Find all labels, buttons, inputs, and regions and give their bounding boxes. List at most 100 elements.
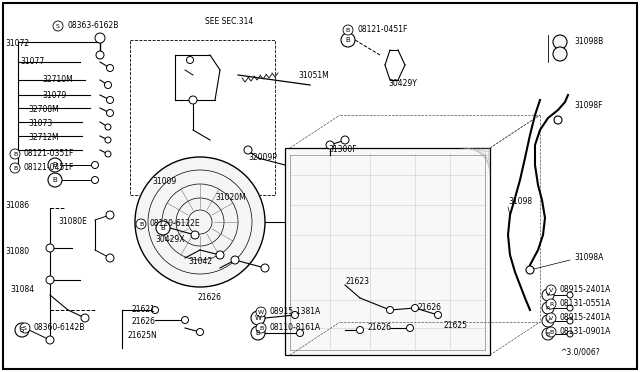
Text: 31300F: 31300F (328, 145, 356, 154)
Text: B: B (161, 225, 165, 231)
Circle shape (546, 327, 556, 337)
Text: 08915-2401A: 08915-2401A (560, 314, 611, 323)
Circle shape (567, 305, 573, 311)
Text: 31098F: 31098F (574, 100, 602, 109)
Circle shape (196, 328, 204, 336)
Text: V: V (546, 292, 550, 298)
Circle shape (542, 289, 554, 301)
Text: 31098B: 31098B (574, 38, 604, 46)
Circle shape (296, 330, 303, 337)
Text: 31072: 31072 (5, 39, 29, 48)
Circle shape (546, 299, 556, 309)
Circle shape (46, 244, 54, 252)
Circle shape (96, 51, 104, 59)
Circle shape (261, 264, 269, 272)
Circle shape (48, 158, 62, 172)
Text: 30429X: 30429X (155, 235, 184, 244)
Circle shape (256, 307, 266, 317)
Text: 08131-0551A: 08131-0551A (560, 299, 611, 308)
Circle shape (106, 109, 113, 116)
Circle shape (526, 266, 534, 274)
Text: B: B (549, 330, 553, 334)
Text: 32708M: 32708M (28, 106, 59, 115)
Text: 31073: 31073 (28, 119, 52, 128)
Circle shape (152, 307, 159, 314)
Text: 08131-0901A: 08131-0901A (560, 327, 611, 337)
Circle shape (542, 315, 554, 327)
Circle shape (231, 256, 239, 264)
Text: S: S (56, 23, 60, 29)
FancyBboxPatch shape (285, 148, 490, 355)
Text: 08110-8161A: 08110-8161A (270, 324, 321, 333)
Circle shape (92, 176, 99, 183)
Circle shape (567, 318, 573, 324)
Text: 21626: 21626 (418, 304, 442, 312)
Circle shape (189, 96, 197, 104)
Circle shape (20, 323, 30, 333)
Circle shape (251, 326, 265, 340)
Text: B: B (139, 221, 143, 227)
Circle shape (105, 137, 111, 143)
Circle shape (553, 47, 567, 61)
Circle shape (48, 173, 62, 187)
Text: 21626: 21626 (197, 294, 221, 302)
Circle shape (244, 146, 252, 154)
Text: 32710M: 32710M (42, 76, 73, 84)
Circle shape (106, 96, 113, 103)
Circle shape (156, 221, 170, 235)
Circle shape (81, 314, 89, 322)
Text: V: V (549, 315, 553, 321)
Text: 32712M: 32712M (28, 134, 59, 142)
Circle shape (191, 231, 199, 239)
Text: 31098A: 31098A (574, 253, 604, 263)
Text: S: S (23, 326, 27, 330)
Text: 21623: 21623 (346, 278, 370, 286)
Circle shape (15, 323, 29, 337)
Circle shape (542, 302, 554, 314)
Text: B: B (13, 151, 17, 157)
Text: 08121-0451F: 08121-0451F (24, 164, 74, 173)
Text: 21625: 21625 (443, 321, 467, 330)
Text: 32009P: 32009P (248, 154, 277, 163)
Circle shape (343, 25, 353, 35)
Text: 31020M: 31020M (215, 193, 246, 202)
Text: 21625N: 21625N (128, 331, 157, 340)
Text: B: B (259, 326, 263, 330)
Circle shape (387, 307, 394, 314)
Text: 21621: 21621 (132, 305, 156, 314)
Circle shape (10, 163, 20, 173)
Text: 08121-0351F: 08121-0351F (24, 150, 74, 158)
Text: W: W (258, 310, 264, 314)
Text: 31084: 31084 (10, 285, 34, 295)
Circle shape (182, 317, 189, 324)
Circle shape (136, 219, 146, 229)
Circle shape (135, 157, 265, 287)
Circle shape (186, 57, 193, 64)
Circle shape (106, 64, 113, 71)
Text: ^3.0/006?: ^3.0/006? (560, 347, 600, 356)
Circle shape (326, 141, 334, 149)
Text: B: B (255, 330, 260, 336)
Text: 08360-6142B: 08360-6142B (34, 324, 85, 333)
Circle shape (105, 124, 111, 130)
Text: B: B (52, 177, 58, 183)
Circle shape (106, 211, 114, 219)
Text: 31080E: 31080E (58, 218, 87, 227)
Circle shape (46, 276, 54, 284)
Text: V: V (546, 318, 550, 324)
Text: 08121-0451F: 08121-0451F (357, 26, 408, 35)
Circle shape (46, 336, 54, 344)
Circle shape (106, 254, 114, 262)
Circle shape (542, 328, 554, 340)
Circle shape (216, 251, 224, 259)
Text: SEE SEC.314: SEE SEC.314 (205, 17, 253, 26)
Circle shape (251, 311, 265, 325)
Circle shape (10, 149, 20, 159)
Circle shape (341, 33, 355, 47)
Text: B: B (546, 331, 550, 337)
Text: B: B (52, 162, 58, 168)
Text: W: W (255, 315, 261, 321)
Circle shape (567, 292, 573, 298)
Text: 21626: 21626 (368, 324, 392, 333)
Text: 08915-1381A: 08915-1381A (270, 308, 321, 317)
